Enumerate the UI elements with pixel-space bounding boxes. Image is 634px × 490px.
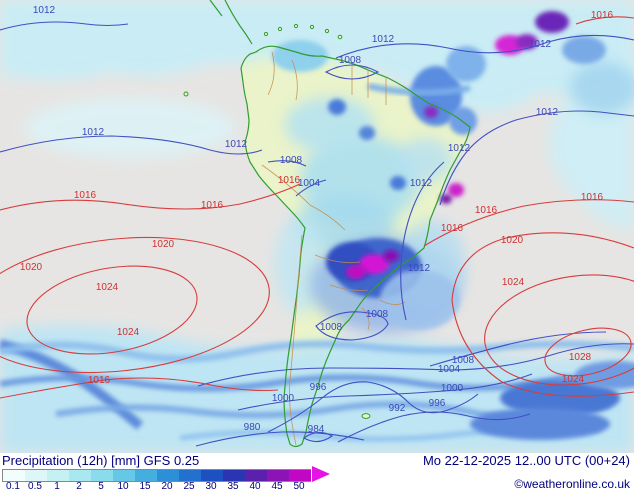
isobars-high [0,16,634,399]
colorbar-segment [135,470,157,481]
colorbar-tick: 15 [139,481,151,490]
isobar-label: 1012 [408,263,431,274]
isobar-label: 1016 [591,10,614,21]
isobars-low [0,21,634,447]
coastline [209,0,471,448]
isobar-label: 1008 [320,322,343,333]
isobar-label: 1012 [448,143,471,154]
isobar-label: 1008 [280,155,303,166]
isobar-label: 1016 [475,205,498,216]
isobar-label: 1012 [33,5,56,16]
colorbar-arrow-icon [312,466,330,482]
colorbar-segment [245,470,267,481]
colorbar-segment [289,470,311,481]
colorbar-segments [2,469,311,482]
colorbar-tick: 45 [271,481,283,490]
colorbar-segment [223,470,245,481]
isobar-label: 1012 [410,178,433,189]
colorbar-tick: 30 [205,481,217,490]
isobar-label: 1024 [502,277,525,288]
colorbar-segment [91,470,113,481]
isobar-label: 1016 [74,190,97,201]
map-area: 1012 1012 1008 1012 1012 1012 1012 1008 1012 1004… [0,0,634,453]
isobar-label: 1012 [529,39,552,50]
colorbar-tick: 25 [183,481,195,490]
isobar-label: 1020 [501,235,524,246]
colorbar-tick: 1 [54,481,60,490]
isobar-label: 1008 [452,355,475,366]
isobar-label: 1020 [152,239,175,250]
colorbar-segment [201,470,223,481]
map-footer: Precipitation (12h) [mm] GFS 0.25 Mo 22-… [0,453,634,490]
precipitation-map: 1012 1012 1008 1012 1012 1012 1012 1008 1012 1004… [0,0,634,453]
colorbar-segment [69,470,91,481]
isobar-label: 1000 [272,393,295,404]
datetime-label: Mo 22-12-2025 12..00 UTC (00+24) [422,453,630,468]
isobar-label: 1008 [366,309,389,320]
isobar-label: 1012 [82,127,105,138]
colorbar-tick: 10 [117,481,129,490]
isobar-label: 996 [310,382,327,393]
isobar-label: 984 [308,424,325,435]
product-label: Precipitation (12h) [mm] GFS 0.25 [2,453,200,468]
footer-legend-row: 0.1 0.5 1 2 5 10 15 20 25 30 35 40 45 50 ©weatheronli… [0,466,634,490]
isobar-label: 1016 [278,175,301,186]
isobar-label: 1024 [562,374,585,385]
isobar-label: 1012 [225,139,248,150]
isobar-label: 1008 [339,55,362,66]
footer-title-row: Precipitation (12h) [mm] GFS 0.25 Mo 22-… [0,453,634,468]
colorbar-tick: 0.1 [6,481,20,490]
isobar-label: 1004 [438,364,461,375]
country-borders [261,51,406,446]
isobar-label: 996 [429,398,446,409]
isobar-label: 1024 [117,327,140,338]
isobar-label: 1016 [441,223,464,234]
islands [183,23,371,419]
central-america-coast [209,0,253,45]
isobar-label: 1004 [298,178,321,189]
isobar-label: 1028 [569,352,592,363]
colorbar-tick: 50 [293,481,305,490]
colorbar-tick: 0.5 [28,481,42,490]
isobar-label: 992 [389,403,406,414]
isobar-label: 1012 [372,34,395,45]
colorbar-tick: 20 [161,481,173,490]
isobar-label: 1016 [581,192,604,203]
colorbar-segment [179,470,201,481]
isobar-label: 1016 [201,200,224,211]
colorbar-segment [267,470,289,481]
colorbar-segment [47,470,69,481]
isobar-label: 1024 [96,282,119,293]
colorbar-segment [3,470,25,481]
colorbar-segment [157,470,179,481]
isobar-label: 1020 [20,262,43,273]
colorbar-ticks: 0.1 0.5 1 2 5 10 15 20 25 30 35 40 45 50 [2,481,332,490]
isobar-label: 1012 [536,107,559,118]
isobar-labels: 1012 1012 1008 1012 1012 1012 1012 1008 1012 1004… [20,5,614,435]
isobar-label: 980 [244,422,261,433]
colorbar-tick: 5 [98,481,104,490]
isobar-label: 1016 [88,375,111,386]
colorbar-segment [113,470,135,481]
isobar-label: 1000 [441,383,464,394]
copyright: ©weatheronline.co.uk [514,477,630,490]
colorbar-tick: 2 [76,481,82,490]
colorbar-segment [25,470,47,481]
colorbar-tick: 35 [227,481,239,490]
precip-colorbar: 0.1 0.5 1 2 5 10 15 20 25 30 35 40 45 50 [2,466,330,490]
colorbar-tick: 40 [249,481,261,490]
